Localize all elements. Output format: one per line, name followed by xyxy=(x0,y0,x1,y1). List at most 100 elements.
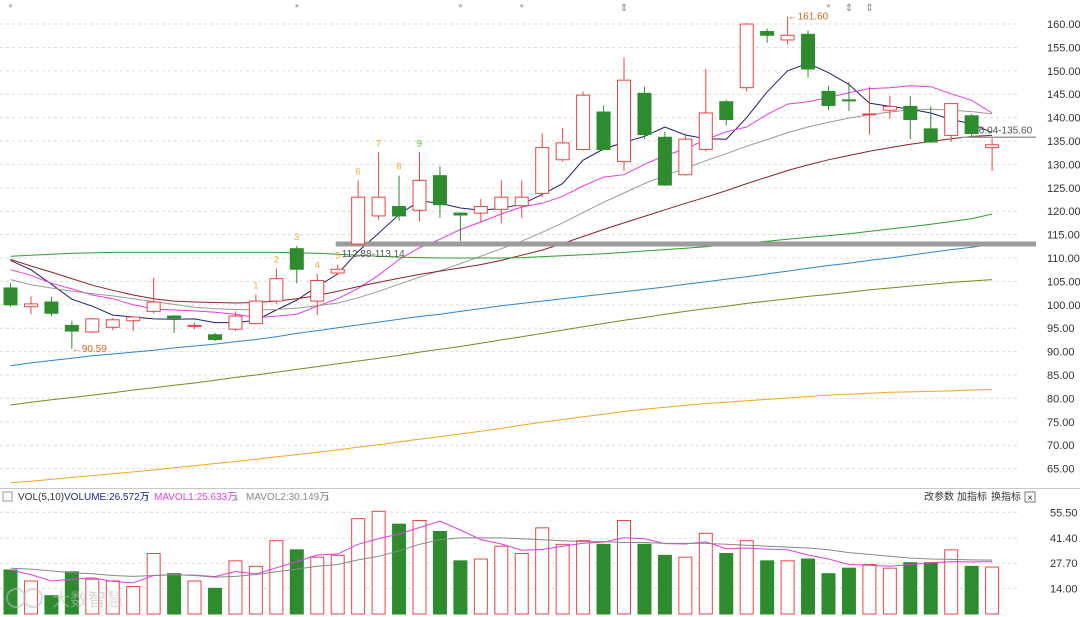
candlestick[interactable] xyxy=(23,296,38,315)
candlestick[interactable] xyxy=(760,28,775,43)
volume-bar[interactable] xyxy=(555,543,570,615)
volume-bar[interactable] xyxy=(85,578,100,615)
candlestick[interactable] xyxy=(3,283,18,307)
volume-bar[interactable] xyxy=(44,595,59,615)
volume-bar[interactable] xyxy=(821,573,836,615)
candlestick[interactable] xyxy=(903,96,918,140)
volume-bar[interactable] xyxy=(167,573,182,615)
volume-bar[interactable] xyxy=(371,510,386,615)
price-candles[interactable] xyxy=(3,16,1000,349)
event-mark-icon[interactable]: ⇕ xyxy=(865,3,873,14)
volume-bar[interactable] xyxy=(473,558,488,615)
candlestick[interactable] xyxy=(780,16,795,45)
volume-bar[interactable] xyxy=(432,531,447,615)
candlestick[interactable] xyxy=(678,133,693,176)
candlestick[interactable] xyxy=(596,105,611,151)
candlestick[interactable] xyxy=(944,103,959,142)
volume-bar[interactable] xyxy=(576,540,591,615)
candlestick[interactable] xyxy=(248,294,263,325)
volume-bar[interactable] xyxy=(248,565,263,615)
candlestick[interactable] xyxy=(330,264,345,275)
candlestick[interactable] xyxy=(473,199,488,223)
volume-bar[interactable] xyxy=(392,523,407,615)
candlestick[interactable] xyxy=(187,322,202,330)
candlestick[interactable] xyxy=(882,96,897,119)
candlestick[interactable] xyxy=(494,180,509,224)
candlestick[interactable] xyxy=(739,23,754,92)
volume-bars[interactable] xyxy=(3,510,1000,615)
candlestick[interactable] xyxy=(801,30,816,78)
volume-bar[interactable] xyxy=(780,560,795,615)
volume-bar[interactable] xyxy=(269,540,284,615)
volume-bar[interactable] xyxy=(289,549,304,615)
candlestick[interactable] xyxy=(657,131,672,186)
candlestick[interactable] xyxy=(453,212,468,242)
candlestick[interactable] xyxy=(985,138,1000,171)
volume-bar[interactable] xyxy=(719,553,734,615)
candlestick[interactable] xyxy=(617,57,631,171)
support-band[interactable] xyxy=(335,241,1036,247)
volume-bar[interactable] xyxy=(23,580,38,615)
candlestick[interactable] xyxy=(85,317,100,333)
candlestick[interactable] xyxy=(576,91,591,151)
volume-bar[interactable] xyxy=(862,564,877,615)
candlestick[interactable] xyxy=(821,85,836,111)
volume-bar[interactable] xyxy=(657,554,672,615)
candlestick[interactable] xyxy=(841,82,856,112)
volume-bar[interactable] xyxy=(310,556,325,615)
event-mark-icon[interactable]: * xyxy=(458,3,462,14)
volume-bar[interactable] xyxy=(187,580,202,615)
volume-legend-box[interactable] xyxy=(2,491,13,502)
volume-bar[interactable] xyxy=(351,518,366,615)
volume-bar[interactable] xyxy=(514,553,529,615)
volume-bar[interactable] xyxy=(944,549,959,615)
volume-bar[interactable] xyxy=(985,566,1000,615)
candlestick[interactable] xyxy=(637,86,652,140)
volume-bar[interactable] xyxy=(903,562,918,615)
candlestick[interactable] xyxy=(698,68,713,152)
candlestick[interactable] xyxy=(64,320,79,349)
volume-bar[interactable] xyxy=(760,560,775,615)
candlestick[interactable] xyxy=(228,311,243,332)
add-indicator-button[interactable]: 加指标 xyxy=(957,490,987,503)
switch-indicator-button[interactable]: 换指标 xyxy=(991,490,1021,503)
volume-bar[interactable] xyxy=(146,553,161,615)
volume-bar[interactable] xyxy=(126,586,141,615)
edit-params-button[interactable]: 改参数 xyxy=(924,490,954,503)
volume-indicator-name[interactable]: VOL(5,10) xyxy=(18,492,64,503)
candlestick[interactable] xyxy=(269,268,284,304)
candlestick[interactable] xyxy=(105,317,120,331)
candlestick[interactable] xyxy=(126,316,141,332)
candlestick[interactable] xyxy=(923,106,938,143)
volume-bar[interactable] xyxy=(494,545,509,615)
candlestick[interactable] xyxy=(412,152,427,222)
event-mark-icon[interactable]: ⇕ xyxy=(845,3,853,14)
event-mark-icon[interactable]: * xyxy=(827,3,831,14)
volume-bar[interactable] xyxy=(535,527,550,615)
volume-bar[interactable] xyxy=(678,556,693,615)
event-mark-icon[interactable]: ⇕ xyxy=(620,3,628,14)
candlestick[interactable] xyxy=(310,273,325,316)
candlestick[interactable] xyxy=(719,99,734,126)
candlestick[interactable] xyxy=(862,86,877,135)
candlestick[interactable] xyxy=(535,133,550,198)
volume-bar[interactable] xyxy=(882,567,897,615)
event-mark-icon[interactable]: * xyxy=(520,3,524,14)
event-mark-icon[interactable]: * xyxy=(9,3,13,14)
candlestick[interactable] xyxy=(371,152,386,220)
candlestick[interactable] xyxy=(555,127,570,162)
volume-bar[interactable] xyxy=(208,587,222,615)
volume-bar[interactable] xyxy=(453,560,468,615)
close-panel-button[interactable] xyxy=(1024,491,1036,503)
volume-bar[interactable] xyxy=(964,565,979,615)
volume-bar[interactable] xyxy=(841,567,856,615)
volume-bar[interactable] xyxy=(739,540,754,615)
candlestick[interactable] xyxy=(146,277,161,314)
volume-bar[interactable] xyxy=(637,543,652,615)
candlestick[interactable] xyxy=(392,175,407,221)
candlestick[interactable] xyxy=(964,113,979,137)
volume-bar[interactable] xyxy=(330,554,345,615)
event-mark-icon[interactable]: * xyxy=(295,3,299,14)
candlestick[interactable] xyxy=(514,180,529,218)
volume-bar[interactable] xyxy=(698,532,713,615)
